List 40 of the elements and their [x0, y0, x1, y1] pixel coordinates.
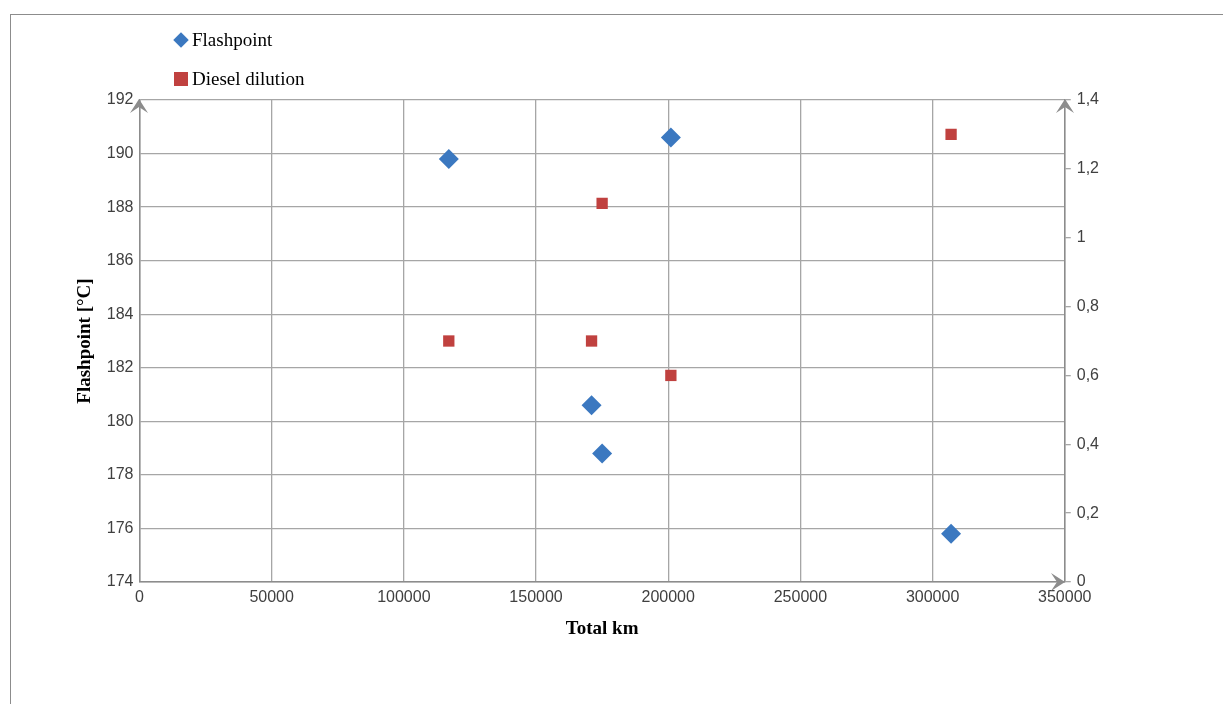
- x-tick-label: 0: [135, 588, 145, 606]
- point: [596, 197, 608, 209]
- y-tick-label: 178: [106, 465, 134, 483]
- y-tick-label: 174: [106, 572, 134, 590]
- x-tick-label: 350000: [1038, 588, 1092, 606]
- y2-tick-label: 0,6: [1076, 365, 1100, 383]
- y2-tick-label: 1,2: [1076, 159, 1100, 177]
- y2-tick-label: 0,8: [1076, 296, 1100, 314]
- y-tick-label: 186: [106, 251, 134, 269]
- y-tick-label: 184: [106, 304, 134, 322]
- y-tick-label: 180: [106, 411, 134, 429]
- point: [585, 335, 598, 347]
- point: [592, 443, 613, 464]
- point: [443, 335, 455, 347]
- y-axis-title: Flashpoint [°C]: [73, 278, 95, 404]
- x-tick-label: 150000: [509, 588, 563, 606]
- point: [945, 128, 957, 141]
- point: [660, 127, 681, 148]
- legend-label: Diesel dilution: [192, 67, 305, 90]
- y-tick-label: 176: [106, 518, 134, 536]
- x-tick-label: 100000: [377, 588, 431, 606]
- x-tick-label: 200000: [641, 588, 696, 606]
- y2-tick-label: 0,4: [1076, 434, 1100, 452]
- y2-tick-label: 1: [1076, 228, 1086, 246]
- y2-tick-label: 0: [1076, 572, 1086, 590]
- x-tick-label: 50000: [249, 588, 295, 606]
- y2-tick-label: 0,2: [1076, 503, 1100, 521]
- point: [665, 369, 677, 382]
- x-axis-title: Total km: [565, 616, 639, 638]
- y-tick-label: 182: [106, 358, 134, 376]
- legend-label: Flashpoint: [192, 28, 273, 51]
- x-tick-label: 300000: [905, 588, 960, 606]
- y-tick-label: 190: [106, 143, 134, 161]
- point: [581, 395, 602, 416]
- point: [438, 148, 459, 169]
- y-tick-label: 192: [106, 90, 134, 108]
- y-tick-label: 188: [106, 197, 134, 215]
- x-tick-label: 250000: [773, 588, 828, 606]
- point: [941, 523, 962, 544]
- y2-tick-label: 1,4: [1076, 90, 1100, 108]
